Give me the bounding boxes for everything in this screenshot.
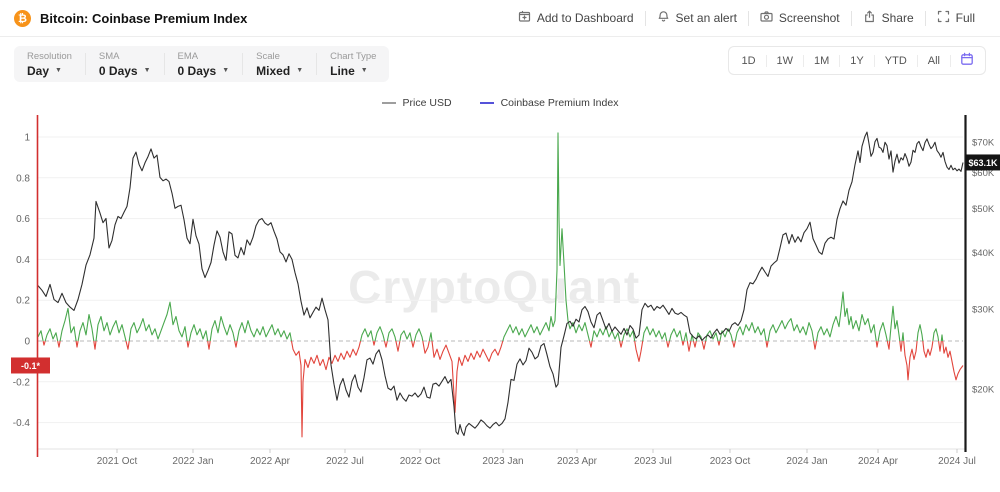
page-title: Bitcoin: Coinbase Premium Index <box>40 10 248 26</box>
fullscreen-button[interactable]: Full <box>926 10 986 26</box>
chevron-down-icon: ▼ <box>143 67 151 74</box>
range-ytd-button[interactable]: YTD <box>875 52 917 70</box>
camera-icon <box>760 10 773 26</box>
bitcoin-icon: ₿ <box>14 9 31 27</box>
left-axis-labels: 1 0.8 0.6 0.4 0.2 0 -0.2 -0.4 <box>13 133 31 430</box>
svg-text:0.6: 0.6 <box>16 214 30 225</box>
svg-text:$60K: $60K <box>972 168 995 179</box>
add-to-dashboard-icon <box>518 10 531 26</box>
divider <box>803 54 805 67</box>
svg-text:$50K: $50K <box>972 204 995 215</box>
chart-type-dropdown[interactable]: Chart Type Line ▼ <box>330 50 377 78</box>
share-icon <box>863 10 876 26</box>
svg-text:$63.1K: $63.1K <box>968 158 998 168</box>
svg-text:2023 Apr: 2023 Apr <box>557 456 598 467</box>
fullscreen-icon <box>937 10 950 26</box>
svg-text:$70K: $70K <box>972 137 995 148</box>
right-axis-labels: $70K $60K $50K $40K $30K $20K <box>972 137 995 395</box>
svg-text:$20K: $20K <box>972 385 995 396</box>
gridlines <box>38 136 963 424</box>
svg-text:2022 Oct: 2022 Oct <box>400 456 441 467</box>
divider <box>839 54 841 67</box>
screenshot-button[interactable]: Screenshot <box>749 10 851 26</box>
divider <box>916 54 918 67</box>
header-title-group: ₿ Bitcoin: Coinbase Premium Index <box>14 9 248 27</box>
divider <box>850 10 852 26</box>
divider <box>765 54 767 67</box>
calendar-icon <box>960 52 974 69</box>
svg-text:2023 Oct: 2023 Oct <box>710 456 751 467</box>
svg-text:2022 Jul: 2022 Jul <box>326 456 364 467</box>
bell-icon <box>657 10 670 26</box>
plot-area[interactable] <box>38 115 963 449</box>
divider <box>163 53 165 75</box>
divider <box>242 53 244 75</box>
divider <box>950 54 951 67</box>
divider <box>84 53 86 75</box>
chart-header: ₿ Bitcoin: Coinbase Premium Index Add to… <box>0 0 1000 37</box>
range-1d-button[interactable]: 1D <box>731 52 765 70</box>
calendar-button[interactable] <box>951 49 983 72</box>
legend-item-price-usd[interactable]: Price USD <box>381 97 452 109</box>
svg-text:2024 Jan: 2024 Jan <box>786 456 827 467</box>
set-alert-button[interactable]: Set an alert <box>646 10 748 26</box>
price-premium-chart[interactable]: 2021 Oct 2022 Jan 2022 Apr 2022 Jul 2022 Oct… <box>0 112 1000 479</box>
divider <box>644 10 646 26</box>
chevron-down-icon: ▼ <box>222 67 230 74</box>
premium-current-badge: -0.1* <box>11 357 50 374</box>
premium-line-swatch <box>479 102 494 104</box>
svg-text:-0.2: -0.2 <box>13 377 31 388</box>
chevron-down-icon: ▼ <box>296 67 304 74</box>
price-usd-line <box>37 131 964 437</box>
range-1y-button[interactable]: 1Y <box>840 52 873 70</box>
divider <box>316 53 318 75</box>
svg-text:2023 Jan: 2023 Jan <box>482 456 523 467</box>
scale-dropdown[interactable]: Scale Mixed ▼ <box>256 50 304 78</box>
chevron-down-icon: ▼ <box>360 67 368 74</box>
price-line-swatch <box>381 102 396 104</box>
svg-text:2022 Apr: 2022 Apr <box>250 456 291 467</box>
svg-text:-0.4: -0.4 <box>13 418 31 429</box>
add-to-dashboard-button[interactable]: Add to Dashboard <box>507 10 645 26</box>
header-actions: Add to Dashboard Set an alert Screenshot… <box>507 10 986 26</box>
range-all-button[interactable]: All <box>918 52 950 70</box>
legend-item-coinbase-premium-index[interactable]: Coinbase Premium Index <box>479 97 618 109</box>
svg-text:0.4: 0.4 <box>16 255 30 266</box>
divider <box>747 10 749 26</box>
chevron-down-icon: ▼ <box>55 67 62 74</box>
chart-legend: Price USD Coinbase Premium Index <box>0 96 1000 110</box>
price-current-badge: $63.1K <box>966 154 1000 171</box>
range-1w-button[interactable]: 1W <box>767 52 804 70</box>
divider <box>924 10 926 26</box>
svg-text:2024 Jul: 2024 Jul <box>938 456 976 467</box>
svg-text:2022 Jan: 2022 Jan <box>172 456 213 467</box>
resolution-dropdown[interactable]: Resolution Day ▼ <box>27 50 72 78</box>
svg-text:-0.1*: -0.1* <box>21 361 41 371</box>
divider <box>873 54 875 67</box>
chart-toolbar: Resolution Day ▼ SMA 0 Days ▼ EMA 0 Days ▼ … <box>0 37 1000 82</box>
svg-text:0.2: 0.2 <box>16 296 30 307</box>
svg-text:1: 1 <box>24 133 30 144</box>
time-range-group: 1D 1W 1M 1Y YTD All <box>728 46 986 75</box>
svg-text:0: 0 <box>24 337 30 348</box>
chart-controls: Resolution Day ▼ SMA 0 Days ▼ EMA 0 Days ▼ … <box>14 46 390 82</box>
svg-text:$30K: $30K <box>972 305 995 316</box>
svg-text:$40K: $40K <box>972 248 995 259</box>
svg-text:2024 Apr: 2024 Apr <box>858 456 899 467</box>
x-axis: 2021 Oct 2022 Jan 2022 Apr 2022 Jul 2022 Oct… <box>37 448 976 467</box>
ema-dropdown[interactable]: EMA 0 Days ▼ <box>177 50 230 78</box>
svg-text:0.8: 0.8 <box>16 173 30 184</box>
range-1m-button[interactable]: 1M <box>804 52 839 70</box>
svg-text:2021 Oct: 2021 Oct <box>97 456 138 467</box>
share-button[interactable]: Share <box>852 10 925 26</box>
coinbase-premium-index-line <box>37 132 964 438</box>
sma-dropdown[interactable]: SMA 0 Days ▼ <box>98 50 151 78</box>
svg-text:2023 Jul: 2023 Jul <box>634 456 672 467</box>
